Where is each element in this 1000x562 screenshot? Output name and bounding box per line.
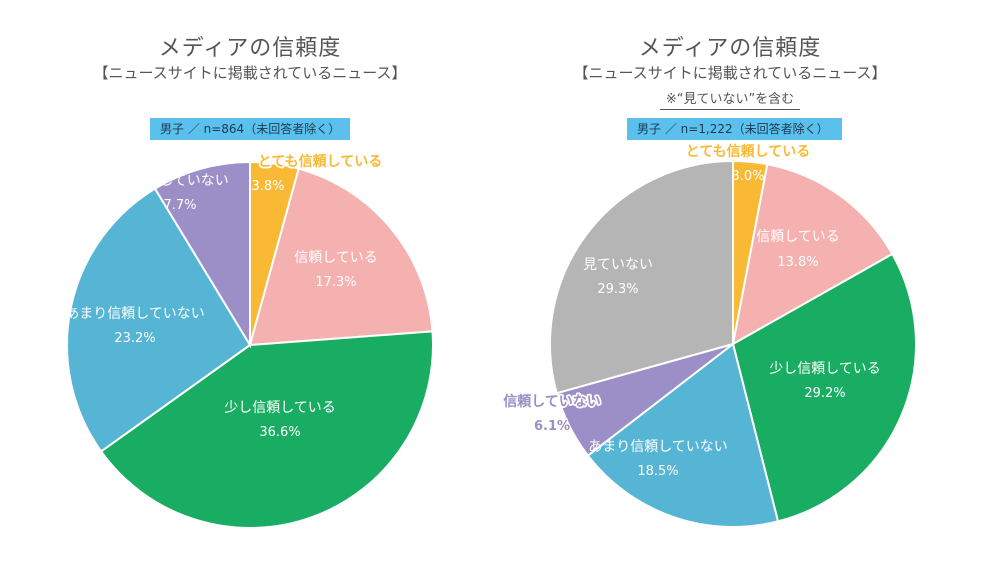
chart-subtitle: 【ニュースサイトに掲載されているニュース】 — [573, 64, 887, 82]
slice-label: あまり信頼していない — [65, 306, 205, 322]
sample-size-badge: 男子 ／ n=1,222（未回答者除く） — [627, 118, 842, 140]
slice-value-label: 3.8% — [251, 179, 284, 194]
pie-slice — [99, 330, 434, 529]
slice-value-label: 13.8% — [777, 255, 818, 270]
slice-label-halo: とても信頼している — [258, 154, 382, 170]
slice-label: 少し信頼している — [224, 400, 336, 416]
pie-chart: とても信頼しているとても信頼している3.0%信頼している13.8%少し信頼してい… — [501, 142, 917, 528]
chart-right: メディアの信頼度 【ニュースサイトに掲載されているニュース】 ※“見ていない”を… — [480, 0, 980, 562]
chart-subtitle: 【ニュースサイトに掲載されているニュース】 — [93, 64, 407, 82]
pie-slice — [731, 252, 917, 523]
slice-value-label: 18.5% — [637, 464, 678, 479]
slice-label: とても信頼している — [258, 153, 382, 170]
sample-size-badge: 男子 ／ n=864（未回答者除く） — [150, 118, 350, 140]
chart-title: メディアの信頼度 — [158, 36, 342, 61]
slice-label: 見ていない — [583, 257, 653, 273]
slice-value-label: 23.2% — [114, 331, 155, 346]
pie-chart: とても信頼しているとても信頼している3.8%信頼している17.3%少し信頼してい… — [65, 152, 434, 529]
slice-value-label: 29.2% — [804, 386, 845, 401]
chart-note: ※“見ていない”を含む — [480, 88, 980, 110]
slice-label: 信頼している — [294, 250, 378, 266]
slice-label: 信頼していない — [503, 393, 601, 410]
slice-value-label: 36.6% — [259, 425, 300, 440]
slice-label: あまり信頼していない — [588, 439, 728, 455]
slice-label: 信頼している — [756, 229, 840, 245]
slice-label: 少し信頼している — [769, 361, 881, 377]
chart-left: メディアの信頼度 【ニュースサイトに掲載されているニュース】 男子 ／ n=86… — [65, 36, 434, 529]
slice-label: 信頼していない — [131, 173, 229, 189]
pie-slice — [549, 159, 734, 395]
slice-label: とても信頼している — [686, 143, 810, 160]
slice-value-label: 17.3% — [315, 275, 356, 290]
pie-slice — [248, 167, 434, 347]
slice-label-halo: とても信頼している — [686, 144, 810, 160]
slice-value-label: 29.3% — [597, 282, 638, 297]
slice-label: 信頼していない — [503, 394, 601, 410]
pie-slice — [153, 160, 251, 349]
pie-slice — [586, 342, 780, 528]
chart-note-text: ※“見ていない”を含む — [659, 92, 801, 110]
slice-value-label: 3.0% — [731, 169, 764, 184]
pie-slice — [66, 187, 252, 453]
pie-slice — [731, 163, 894, 346]
slice-value-label: 6.1% — [534, 419, 570, 434]
slice-value-label: 7.7% — [163, 198, 196, 213]
slice-value-label-halo: 6.1% — [535, 419, 568, 434]
chart-title: メディアの信頼度 — [638, 36, 822, 61]
slice-label-halo: 信頼していない — [503, 394, 601, 410]
